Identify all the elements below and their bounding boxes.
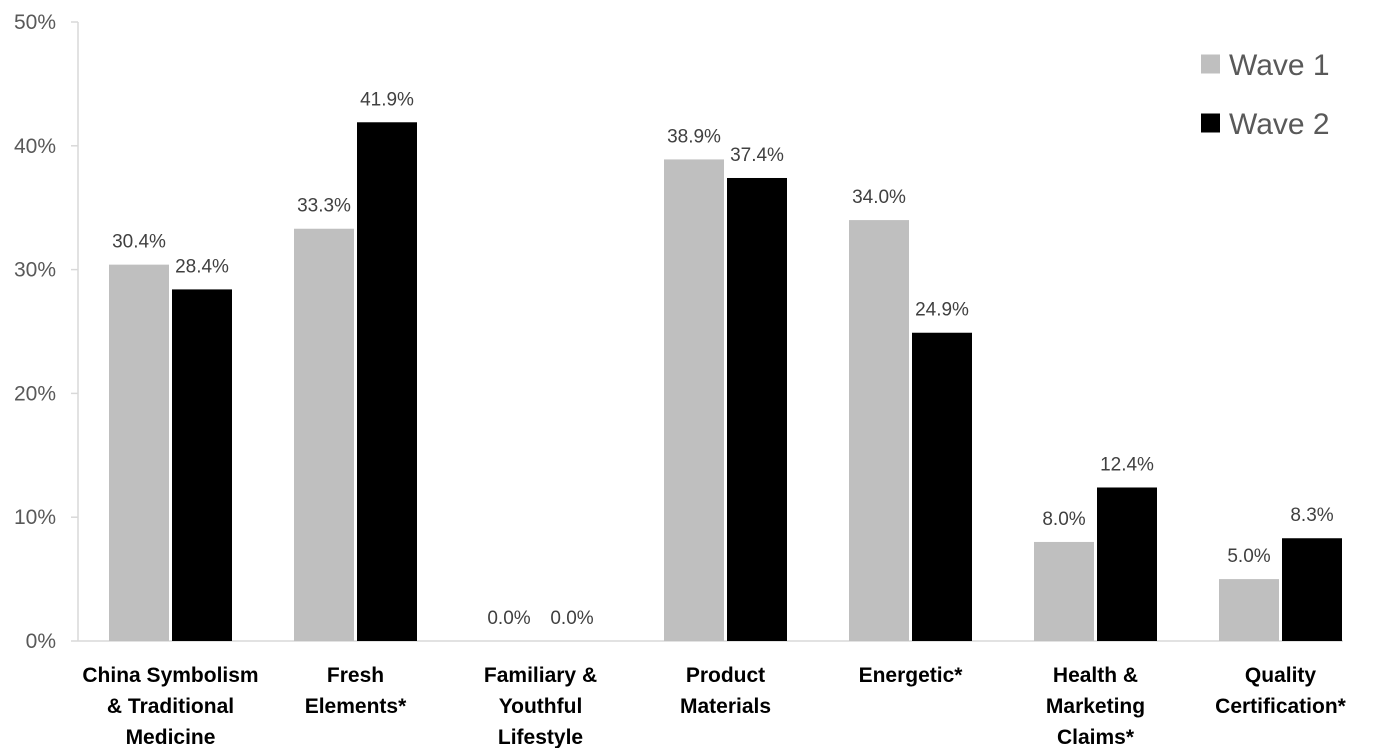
bar-wave-2 (1097, 487, 1157, 641)
legend: Wave 1 Wave 2 (1201, 49, 1330, 141)
bar-wave-1 (664, 159, 724, 641)
x-category-label-line: Materials (680, 695, 771, 718)
x-category-label-line: Energetic* (859, 664, 964, 687)
x-category-label-line: Familiary & (484, 664, 597, 687)
x-category-label-line: Lifestyle (498, 726, 583, 748)
legend-label: Wave 1 (1229, 49, 1330, 82)
x-category-label-line: Youthful (499, 695, 583, 718)
x-category-label-line: China Symbolism (82, 664, 258, 687)
y-tick-label: 30% (14, 259, 56, 282)
x-category-label-line: Claims* (1057, 726, 1135, 748)
y-tick-label: 0% (26, 630, 56, 653)
y-tick-label: 40% (14, 135, 56, 158)
data-label: 41.9% (360, 89, 414, 110)
x-category-label: Health & Marketing Claims* (1046, 664, 1145, 748)
data-label: 38.9% (667, 126, 721, 147)
y-tick-label: 10% (14, 506, 56, 529)
x-category-label: China Symbolism & Traditional Medicine (82, 664, 258, 748)
bar-wave-1 (294, 228, 354, 641)
bars (109, 122, 1342, 641)
bar-wave-1 (1034, 541, 1094, 641)
data-label: 8.0% (1042, 509, 1085, 530)
x-category-label-line: Certification* (1215, 695, 1347, 718)
data-label: 8.3% (1290, 505, 1333, 526)
legend-swatch (1201, 54, 1220, 74)
y-tick-label: 50% (14, 11, 56, 34)
data-label: 34.0% (852, 187, 906, 208)
axes: 0% 10% 20% 30% 40% 50% China Symbolism & Tradit… (14, 11, 1347, 748)
x-category-label: Quality Certification* (1215, 664, 1347, 718)
legend-label: Wave 2 (1229, 108, 1330, 141)
bar-wave-1 (109, 264, 169, 641)
data-label: 37.4% (730, 145, 784, 166)
legend-swatch (1201, 113, 1220, 133)
data-label: 28.4% (175, 256, 229, 277)
x-category-label-line: Elements* (305, 695, 407, 718)
bar-wave-2 (1282, 538, 1342, 641)
x-category-label-line: & Traditional (107, 695, 234, 718)
x-category-label: Product Materials (680, 664, 771, 718)
y-tick-label: 20% (14, 382, 56, 405)
data-label: 0.0% (487, 608, 530, 629)
data-label: 33.3% (297, 196, 351, 217)
x-category-label-line: Fresh (327, 664, 384, 687)
x-category-label-line: Product (686, 664, 765, 687)
data-label: 12.4% (1100, 454, 1154, 475)
bar-wave-2 (912, 332, 972, 641)
x-category-label: Fresh Elements* (305, 664, 407, 718)
data-label: 24.9% (915, 300, 969, 321)
data-label: 30.4% (112, 232, 166, 253)
data-label: 0.0% (550, 608, 593, 629)
bar-wave-2 (357, 122, 417, 641)
x-category-label: Energetic* (859, 664, 964, 687)
x-category-label-line: Quality (1245, 664, 1317, 687)
x-category-label: Familiary & Youthful Lifestyle (484, 664, 597, 748)
data-label: 5.0% (1227, 546, 1270, 567)
bar-wave-2 (172, 289, 232, 641)
x-category-label-line: Health & (1053, 664, 1138, 687)
bar-wave-1 (1219, 579, 1279, 641)
bar-wave-2 (727, 177, 787, 641)
bar-wave-1 (849, 220, 909, 641)
x-category-label-line: Marketing (1046, 695, 1145, 718)
x-category-label-line: Medicine (126, 726, 216, 748)
data-labels: 30.4% 28.4% 33.3% 41.9% 0.0% 0.0% 38.9% 37.4% 34… (112, 89, 1334, 629)
